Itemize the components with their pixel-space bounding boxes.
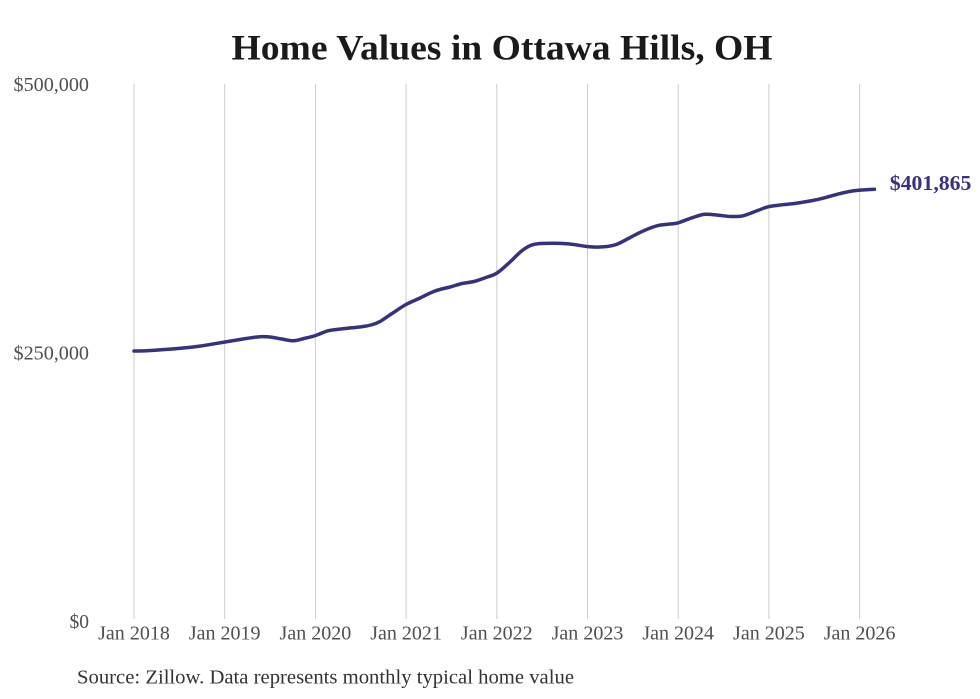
- svg-text:Jan 2025: Jan 2025: [733, 624, 805, 645]
- svg-text:$500,000: $500,000: [14, 75, 90, 96]
- svg-text:$0: $0: [70, 612, 90, 633]
- svg-text:$401,865: $401,865: [890, 171, 972, 195]
- svg-text:Jan 2019: Jan 2019: [189, 624, 261, 645]
- svg-text:Jan 2018: Jan 2018: [98, 624, 170, 645]
- svg-text:Source: Zillow. Data represent: Source: Zillow. Data represents monthly …: [77, 667, 574, 688]
- svg-text:$250,000: $250,000: [14, 344, 90, 365]
- svg-text:Jan 2023: Jan 2023: [552, 624, 624, 645]
- svg-text:Jan 2020: Jan 2020: [280, 624, 352, 645]
- svg-text:Jan 2024: Jan 2024: [642, 624, 714, 645]
- svg-text:Jan 2021: Jan 2021: [370, 624, 442, 645]
- svg-text:Jan 2022: Jan 2022: [461, 624, 533, 645]
- svg-text:Jan 2026: Jan 2026: [824, 624, 896, 645]
- svg-text:Home Values in Ottawa Hills, O: Home Values in Ottawa Hills, OH: [232, 28, 773, 68]
